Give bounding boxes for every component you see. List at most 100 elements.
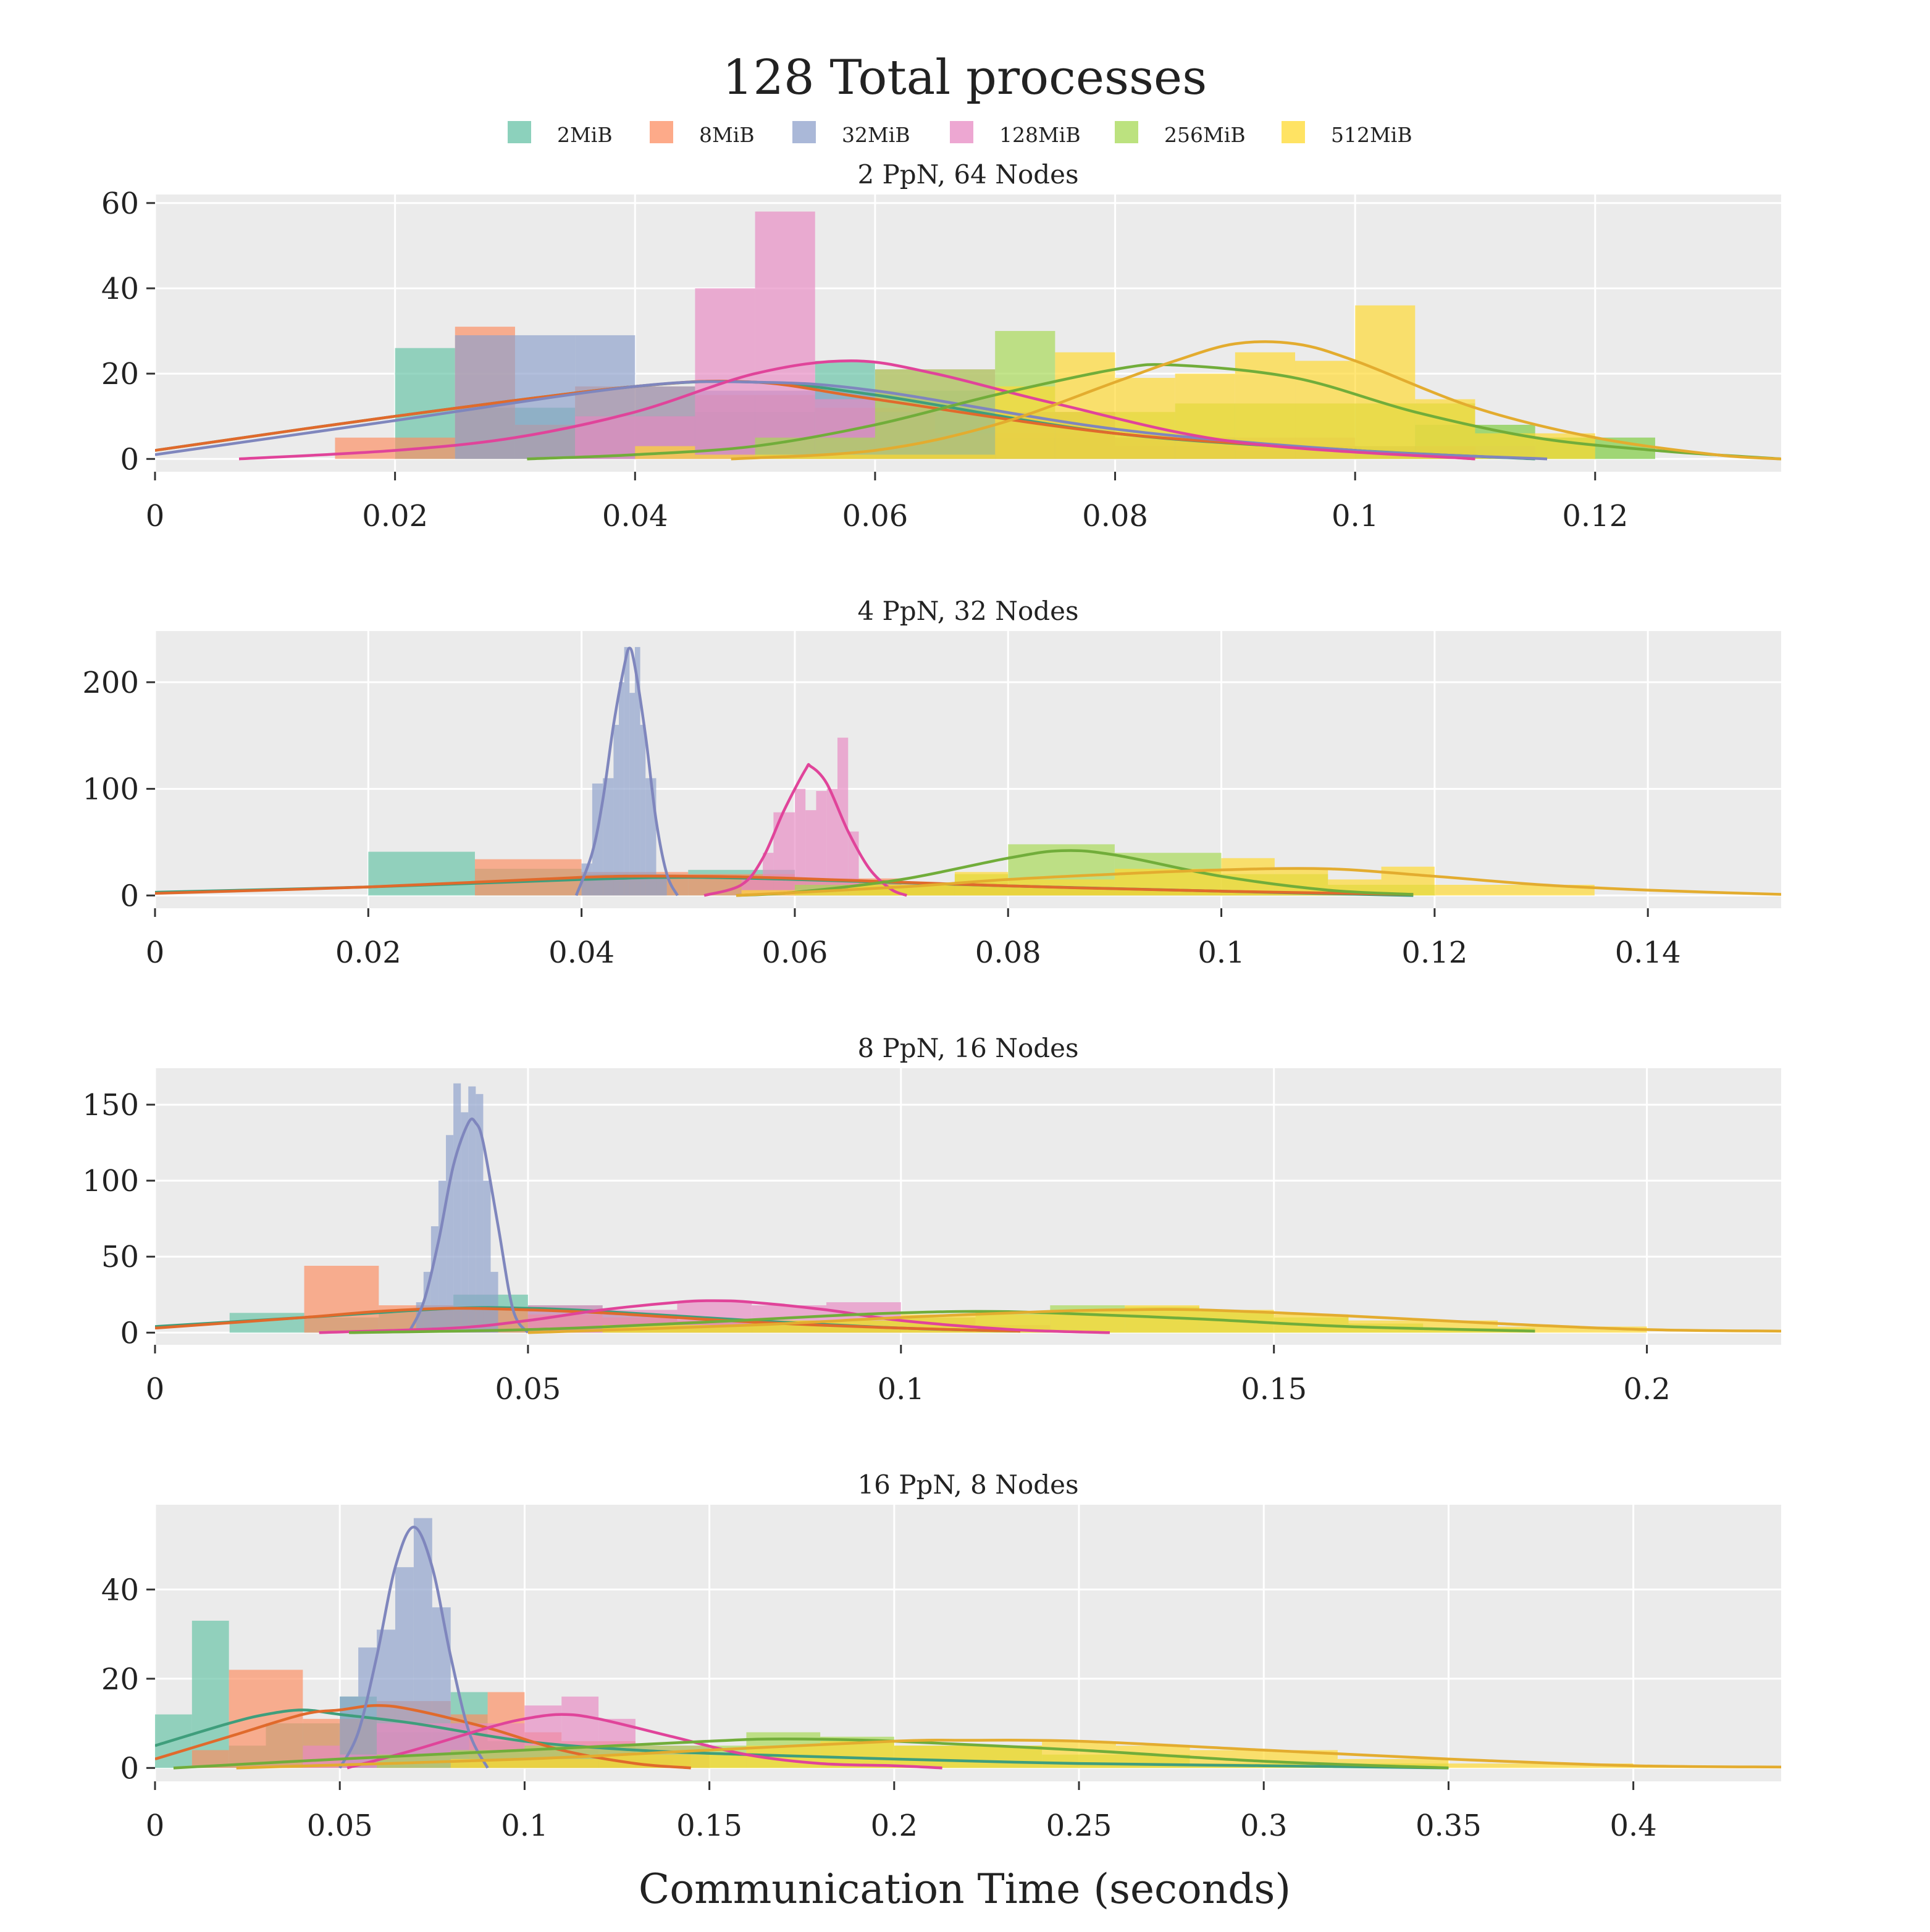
hist-bar-32mib xyxy=(656,874,667,896)
legend-swatch xyxy=(1115,121,1138,143)
hist-bar-32mib xyxy=(446,1135,454,1333)
hist-bar-32mib xyxy=(619,682,624,896)
hist-bar-32mib xyxy=(461,1112,469,1333)
kde-line-32mib xyxy=(338,1525,489,1769)
x-tick-label: 0.1 xyxy=(1198,935,1244,970)
hist-bar-128mib xyxy=(794,788,806,896)
kde-line-256mib xyxy=(736,849,1414,897)
hist-bar-128mib xyxy=(755,211,815,459)
kde-line-32mib xyxy=(155,380,1548,461)
subplot-title: 16 PpN, 8 Nodes xyxy=(857,1470,1078,1500)
hist-bar-2mib xyxy=(368,851,475,896)
hist-bar-32mib xyxy=(613,724,619,896)
hist-bar-32mib xyxy=(629,693,635,896)
legend-entry-512mib: 512MiB xyxy=(1282,121,1412,147)
hist-bar-32mib xyxy=(483,1181,491,1333)
kde-line-8mib xyxy=(155,1704,691,1770)
hist-bar-32mib xyxy=(603,778,614,896)
x-tick-label: 0.14 xyxy=(1615,935,1681,970)
kde-line-128mib xyxy=(703,763,908,897)
x-tick-label: 0.1 xyxy=(1332,499,1378,533)
y-tick-label: 20 xyxy=(101,357,139,391)
y-tick-label: 0 xyxy=(120,879,139,913)
hist-bar-512mib xyxy=(1434,885,1595,896)
kde-line-512mib xyxy=(527,1308,1781,1334)
hist-bar-8mib xyxy=(304,1266,379,1333)
hist-bar-512mib xyxy=(894,1746,968,1768)
legend-label: 128MiB xyxy=(999,123,1081,147)
legend-entry-256mib: 256MiB xyxy=(1115,121,1246,147)
kde-line-128mib xyxy=(238,359,1475,461)
x-tick-label: 0.02 xyxy=(362,499,428,533)
subplot-title: 4 PpN, 32 Nodes xyxy=(857,596,1078,626)
hist-bar-512mib xyxy=(1175,374,1235,459)
x-tick-label: 0.12 xyxy=(1562,499,1628,533)
kde-line-8mib xyxy=(155,1307,1021,1333)
x-tick-label: 0.05 xyxy=(307,1809,373,1843)
x-tick-label: 0.08 xyxy=(975,935,1041,970)
y-tick-label: 0 xyxy=(120,1316,139,1350)
legend-swatch xyxy=(792,121,816,143)
kde-line-256mib xyxy=(527,363,1781,461)
kde-curves xyxy=(155,646,1781,897)
y-tick-label: 100 xyxy=(82,1164,139,1198)
legend-entry-2mib: 2MiB xyxy=(508,121,613,147)
x-tick-label: 0.15 xyxy=(1241,1372,1307,1407)
y-tick-label: 20 xyxy=(101,1662,139,1697)
legend-label: 2MiB xyxy=(557,123,613,147)
x-tick-label: 0.1 xyxy=(501,1809,548,1843)
legend-swatch xyxy=(508,121,531,143)
x-tick-label: 0.1 xyxy=(878,1372,925,1407)
y-tick-label: 0 xyxy=(120,442,139,477)
legend-swatch xyxy=(950,121,973,143)
series-32mib xyxy=(581,646,667,896)
kde-line-256mib xyxy=(348,1310,1535,1334)
hist-bar-512mib xyxy=(1274,868,1328,896)
x-tick-label: 0 xyxy=(146,1809,165,1843)
x-tick-label: 0.25 xyxy=(1046,1809,1112,1843)
legend-swatch xyxy=(1282,121,1305,143)
hist-bar-128mib xyxy=(763,853,774,896)
x-tick-label: 0.35 xyxy=(1416,1809,1482,1843)
x-tick-label: 0.04 xyxy=(548,935,615,970)
hist-bar-512mib xyxy=(968,1746,1043,1768)
hist-bar-128mib xyxy=(805,810,816,896)
x-tick-label: 0 xyxy=(146,1372,165,1407)
kde-line-32mib xyxy=(407,1117,529,1334)
x-tick-label: 0.06 xyxy=(762,935,828,970)
hist-bar-512mib xyxy=(1295,361,1356,459)
hist-bar-32mib xyxy=(640,724,646,896)
hist-bar-32mib xyxy=(490,1271,498,1333)
legend-label: 512MiB xyxy=(1331,123,1412,147)
hist-bar-32mib xyxy=(476,1094,484,1333)
hist-bar-128mib xyxy=(826,788,837,896)
x-axis-label: Communication Time (seconds) xyxy=(639,1865,1291,1913)
panel-1: 0 0.02 0.04 0.06 0.08 0.1 0.12 0 20 40 60 2 PpN, 64… xyxy=(101,159,1781,533)
subplot-title: 8 PpN, 16 Nodes xyxy=(857,1033,1078,1063)
legend-entry-128mib: 128MiB xyxy=(950,121,1081,147)
series-32mib xyxy=(416,1083,498,1333)
x-tick-label: 0.12 xyxy=(1401,935,1467,970)
legend-label: 32MiB xyxy=(842,123,910,147)
plot-area xyxy=(155,1068,1781,1345)
subplot-title: 2 PpN, 64 Nodes xyxy=(857,159,1078,190)
hist-bar-512mib xyxy=(1498,1326,1647,1333)
y-tick-label: 0 xyxy=(120,1751,139,1786)
legend-label: 256MiB xyxy=(1164,123,1246,147)
y-tick-label: 40 xyxy=(101,272,139,306)
x-tick-label: 0.02 xyxy=(335,935,401,970)
kde-line-2mib xyxy=(155,1708,1449,1770)
panel-4: 0 0.05 0.1 0.15 0.2 0.25 0.3 0.35 0.4 0 20 40 16 PpN… xyxy=(101,1470,1781,1843)
hist-bar-128mib xyxy=(816,791,827,896)
kde-line-128mib xyxy=(346,1713,942,1770)
panel-3: 0 0.05 0.1 0.15 0.2 0 50 100 150 8 PpN, 16 Nodes xyxy=(82,1033,1781,1407)
x-tick-label: 0.06 xyxy=(842,499,908,533)
y-tick-label: 60 xyxy=(101,186,139,221)
y-tick-label: 100 xyxy=(82,772,139,807)
hist-bar-512mib xyxy=(1115,378,1175,459)
x-tick-label: 0.05 xyxy=(495,1372,561,1407)
x-tick-label: 0.2 xyxy=(1623,1372,1670,1407)
figure-title: 128 Total processes xyxy=(723,50,1207,106)
x-tick-label: 0 xyxy=(146,499,165,533)
